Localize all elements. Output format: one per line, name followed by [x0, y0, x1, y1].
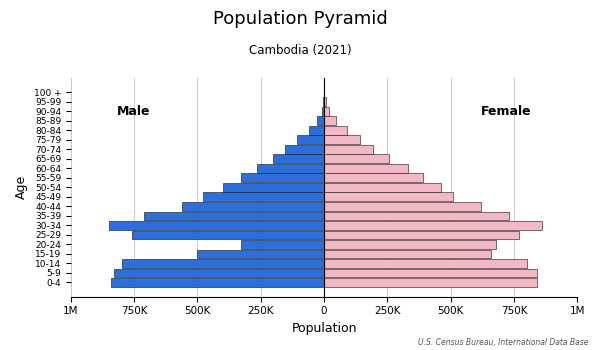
X-axis label: Population: Population	[292, 322, 357, 335]
Bar	[298, 135, 324, 144]
Bar	[324, 221, 542, 230]
Bar	[285, 145, 324, 154]
Bar	[324, 268, 537, 277]
Bar	[317, 117, 324, 125]
Text: Population Pyramid: Population Pyramid	[212, 10, 388, 28]
Bar	[182, 202, 324, 211]
Bar	[322, 107, 324, 116]
Bar	[324, 211, 509, 220]
Bar	[309, 126, 324, 135]
Bar	[109, 221, 324, 230]
Bar	[197, 250, 324, 258]
Bar	[324, 202, 481, 211]
Bar	[324, 135, 359, 144]
Y-axis label: Age: Age	[15, 175, 28, 199]
Text: Male: Male	[116, 105, 150, 118]
Bar	[241, 240, 324, 249]
Bar	[145, 211, 324, 220]
Bar	[324, 240, 496, 249]
Bar	[323, 97, 324, 106]
Bar	[324, 231, 519, 239]
Bar	[324, 117, 336, 125]
Bar	[324, 174, 423, 182]
Bar	[131, 231, 324, 239]
Bar	[274, 154, 324, 163]
Bar	[324, 154, 389, 163]
Bar	[241, 174, 324, 182]
Bar	[114, 268, 324, 277]
Bar	[257, 164, 324, 173]
Bar	[324, 250, 491, 258]
Bar	[324, 164, 407, 173]
Bar	[122, 259, 324, 268]
Text: U.S. Census Bureau, International Data Base: U.S. Census Bureau, International Data B…	[418, 337, 588, 346]
Bar	[324, 145, 373, 154]
Bar	[324, 107, 329, 116]
Bar	[112, 278, 324, 287]
Bar	[324, 259, 527, 268]
Bar	[223, 183, 324, 192]
Bar	[324, 193, 453, 201]
Bar	[324, 183, 440, 192]
Bar	[324, 278, 537, 287]
Text: Female: Female	[481, 105, 532, 118]
Bar	[324, 126, 347, 135]
Bar	[203, 193, 324, 201]
Bar	[324, 97, 326, 106]
Text: Cambodia (2021): Cambodia (2021)	[248, 44, 352, 57]
